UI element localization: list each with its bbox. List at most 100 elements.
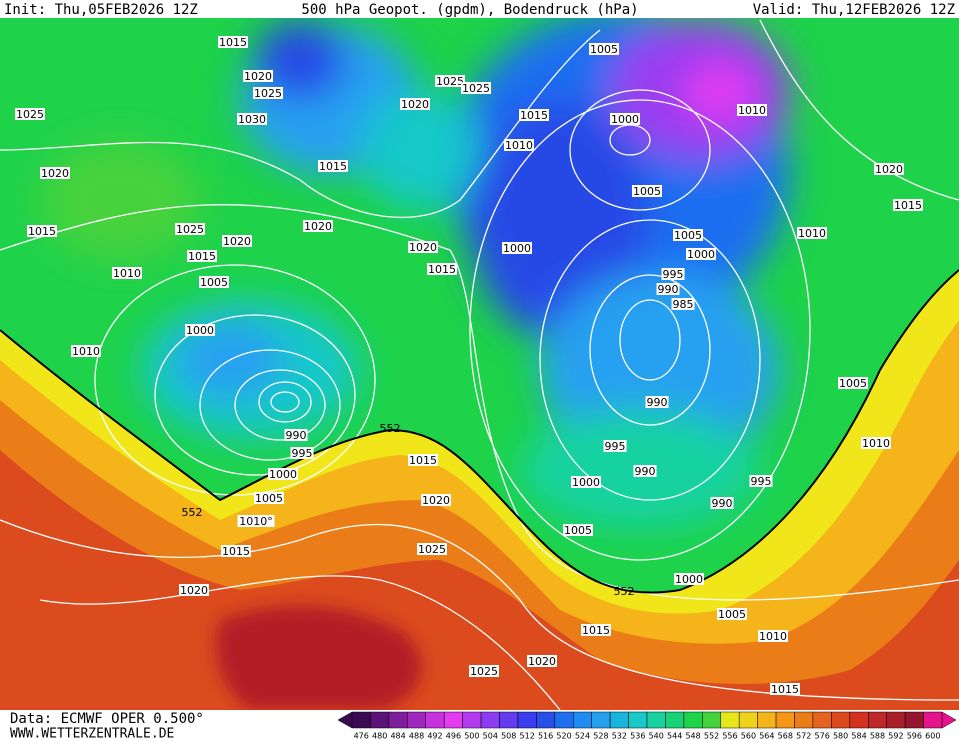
isobar-label: 1025 bbox=[254, 87, 282, 100]
isobar-label: 1030 bbox=[238, 113, 266, 126]
isobar-label: 1005 bbox=[839, 377, 867, 390]
isobar-label-box bbox=[435, 75, 465, 87]
isobar-label-box bbox=[527, 655, 557, 667]
map-field bbox=[0, 18, 959, 710]
colorbar-cell bbox=[573, 711, 592, 729]
isobar-label: 1020 bbox=[401, 98, 429, 111]
colorbar-cell bbox=[738, 711, 758, 729]
isobar-label: 1010 bbox=[738, 104, 766, 117]
isobar-label-box bbox=[185, 324, 215, 336]
map-title: 500 hPa Geopot. (gpdm), Bodendruck (hPa) bbox=[301, 2, 638, 18]
isobar-label-box bbox=[175, 223, 205, 235]
colorbar-cell bbox=[683, 711, 703, 729]
colorbar: 476 480 484 488 492 496 500 504 508 512 516 520 524 5… bbox=[337, 711, 957, 741]
isobar-label: 1005 bbox=[564, 524, 592, 537]
isobar-label-box bbox=[417, 543, 447, 555]
isobar-label: 1025 bbox=[470, 665, 498, 678]
colorbar-cell bbox=[407, 711, 426, 729]
colorbar-cell bbox=[554, 711, 574, 729]
isobar-label-box bbox=[199, 276, 229, 288]
isobar-label: 1020 bbox=[409, 241, 437, 254]
isobar-label-box bbox=[502, 242, 532, 254]
isobar-label: 1005 bbox=[633, 185, 661, 198]
isobar-label-box bbox=[861, 437, 891, 449]
colorbar-label: 492 bbox=[427, 732, 442, 741]
data-source: Data: ECMWF OPER 0.500° bbox=[10, 711, 204, 727]
isobar-label: 1010 bbox=[113, 267, 141, 280]
isobar-label-box bbox=[610, 113, 640, 125]
isobar-label: 990 bbox=[658, 283, 679, 296]
colorbar-label: 520 bbox=[556, 732, 571, 741]
isobar-label-box bbox=[284, 429, 308, 441]
colorbar-cell bbox=[757, 711, 777, 729]
isobar-label-box bbox=[290, 447, 314, 459]
isobar-label-box bbox=[749, 475, 773, 487]
isobar-label: 1015 bbox=[222, 545, 250, 558]
colorbar-label: 548 bbox=[685, 732, 700, 741]
isobar-label: 552 bbox=[182, 506, 203, 519]
colorbar-label: 524 bbox=[575, 732, 590, 741]
isobar-label-box bbox=[15, 108, 45, 120]
isobar-label: 552 bbox=[380, 422, 401, 435]
colorbar-cell bbox=[370, 711, 390, 729]
colorbar-cell bbox=[665, 711, 685, 729]
colorbar-cell bbox=[536, 711, 556, 729]
colorbar-cell bbox=[775, 711, 795, 729]
isobar-label: 1010 bbox=[862, 437, 890, 450]
colorbar-label: 504 bbox=[483, 732, 498, 741]
colorbar-label: 516 bbox=[538, 732, 553, 741]
isobar-label: 1000 bbox=[503, 242, 531, 255]
isobar-label: 1000 bbox=[186, 324, 214, 337]
colorbar-cell bbox=[499, 711, 519, 729]
isobar-label: 1015 bbox=[520, 109, 548, 122]
isobar-label-box bbox=[603, 440, 627, 452]
isobar-label-box bbox=[427, 263, 457, 275]
isobar-label: 1015 bbox=[28, 225, 56, 238]
colorbar-cell bbox=[517, 711, 537, 729]
isobar-label-box bbox=[717, 608, 747, 620]
colorbar-cell bbox=[720, 711, 740, 729]
isobar-label: 1010° bbox=[239, 515, 273, 528]
isobar-label: 1000 bbox=[269, 468, 297, 481]
isobar-label: 995 bbox=[292, 447, 313, 460]
colorbar-cell bbox=[831, 711, 851, 729]
isobar-label-box bbox=[400, 98, 430, 110]
isobar-label: 1010 bbox=[505, 139, 533, 152]
colorbar-label: 568 bbox=[778, 732, 793, 741]
isobar-label: 1015 bbox=[894, 199, 922, 212]
isobar-label: 1005 bbox=[674, 229, 702, 242]
isobar-label-box bbox=[408, 454, 438, 466]
isobar-label-box bbox=[519, 109, 549, 121]
isobar-label: 1020 bbox=[528, 655, 556, 668]
isobar-label: 990 bbox=[286, 429, 307, 442]
isobar-label: 995 bbox=[663, 268, 684, 281]
isobar-label: 1025 bbox=[418, 543, 446, 556]
isobar-label-box bbox=[797, 227, 827, 239]
isobar-label: 1020 bbox=[875, 163, 903, 176]
isobar-label: 1025 bbox=[436, 75, 464, 88]
colorbar-cell bbox=[923, 711, 943, 729]
isobar-label: 1020 bbox=[41, 167, 69, 180]
isobar-label-box bbox=[770, 683, 800, 695]
colorbar-label: 592 bbox=[888, 732, 903, 741]
colorbar-label: 544 bbox=[667, 732, 682, 741]
isobar-label-box bbox=[674, 573, 704, 585]
isobar-label: 552 bbox=[614, 585, 635, 598]
isobar-label: 985 bbox=[673, 298, 694, 311]
isobar-label: 995 bbox=[751, 475, 772, 488]
colorbar-cell bbox=[794, 711, 814, 729]
isobar-label: 1020 bbox=[180, 584, 208, 597]
isobar-label-box bbox=[318, 160, 348, 172]
colorbar-label: 512 bbox=[520, 732, 535, 741]
isobar-label: 1015 bbox=[771, 683, 799, 696]
isobar-label: 1010 bbox=[72, 345, 100, 358]
isobar-label: 1005 bbox=[200, 276, 228, 289]
isobar-label: 1025 bbox=[462, 82, 490, 95]
isobar-label: 1000 bbox=[572, 476, 600, 489]
isobar-label-box bbox=[187, 250, 217, 262]
colorbar-label: 584 bbox=[851, 732, 866, 741]
colorbar-label: 552 bbox=[704, 732, 719, 741]
isobar-label: 990 bbox=[635, 465, 656, 478]
colorbar-label: 596 bbox=[907, 732, 922, 741]
isobar-label: 1000 bbox=[675, 573, 703, 586]
